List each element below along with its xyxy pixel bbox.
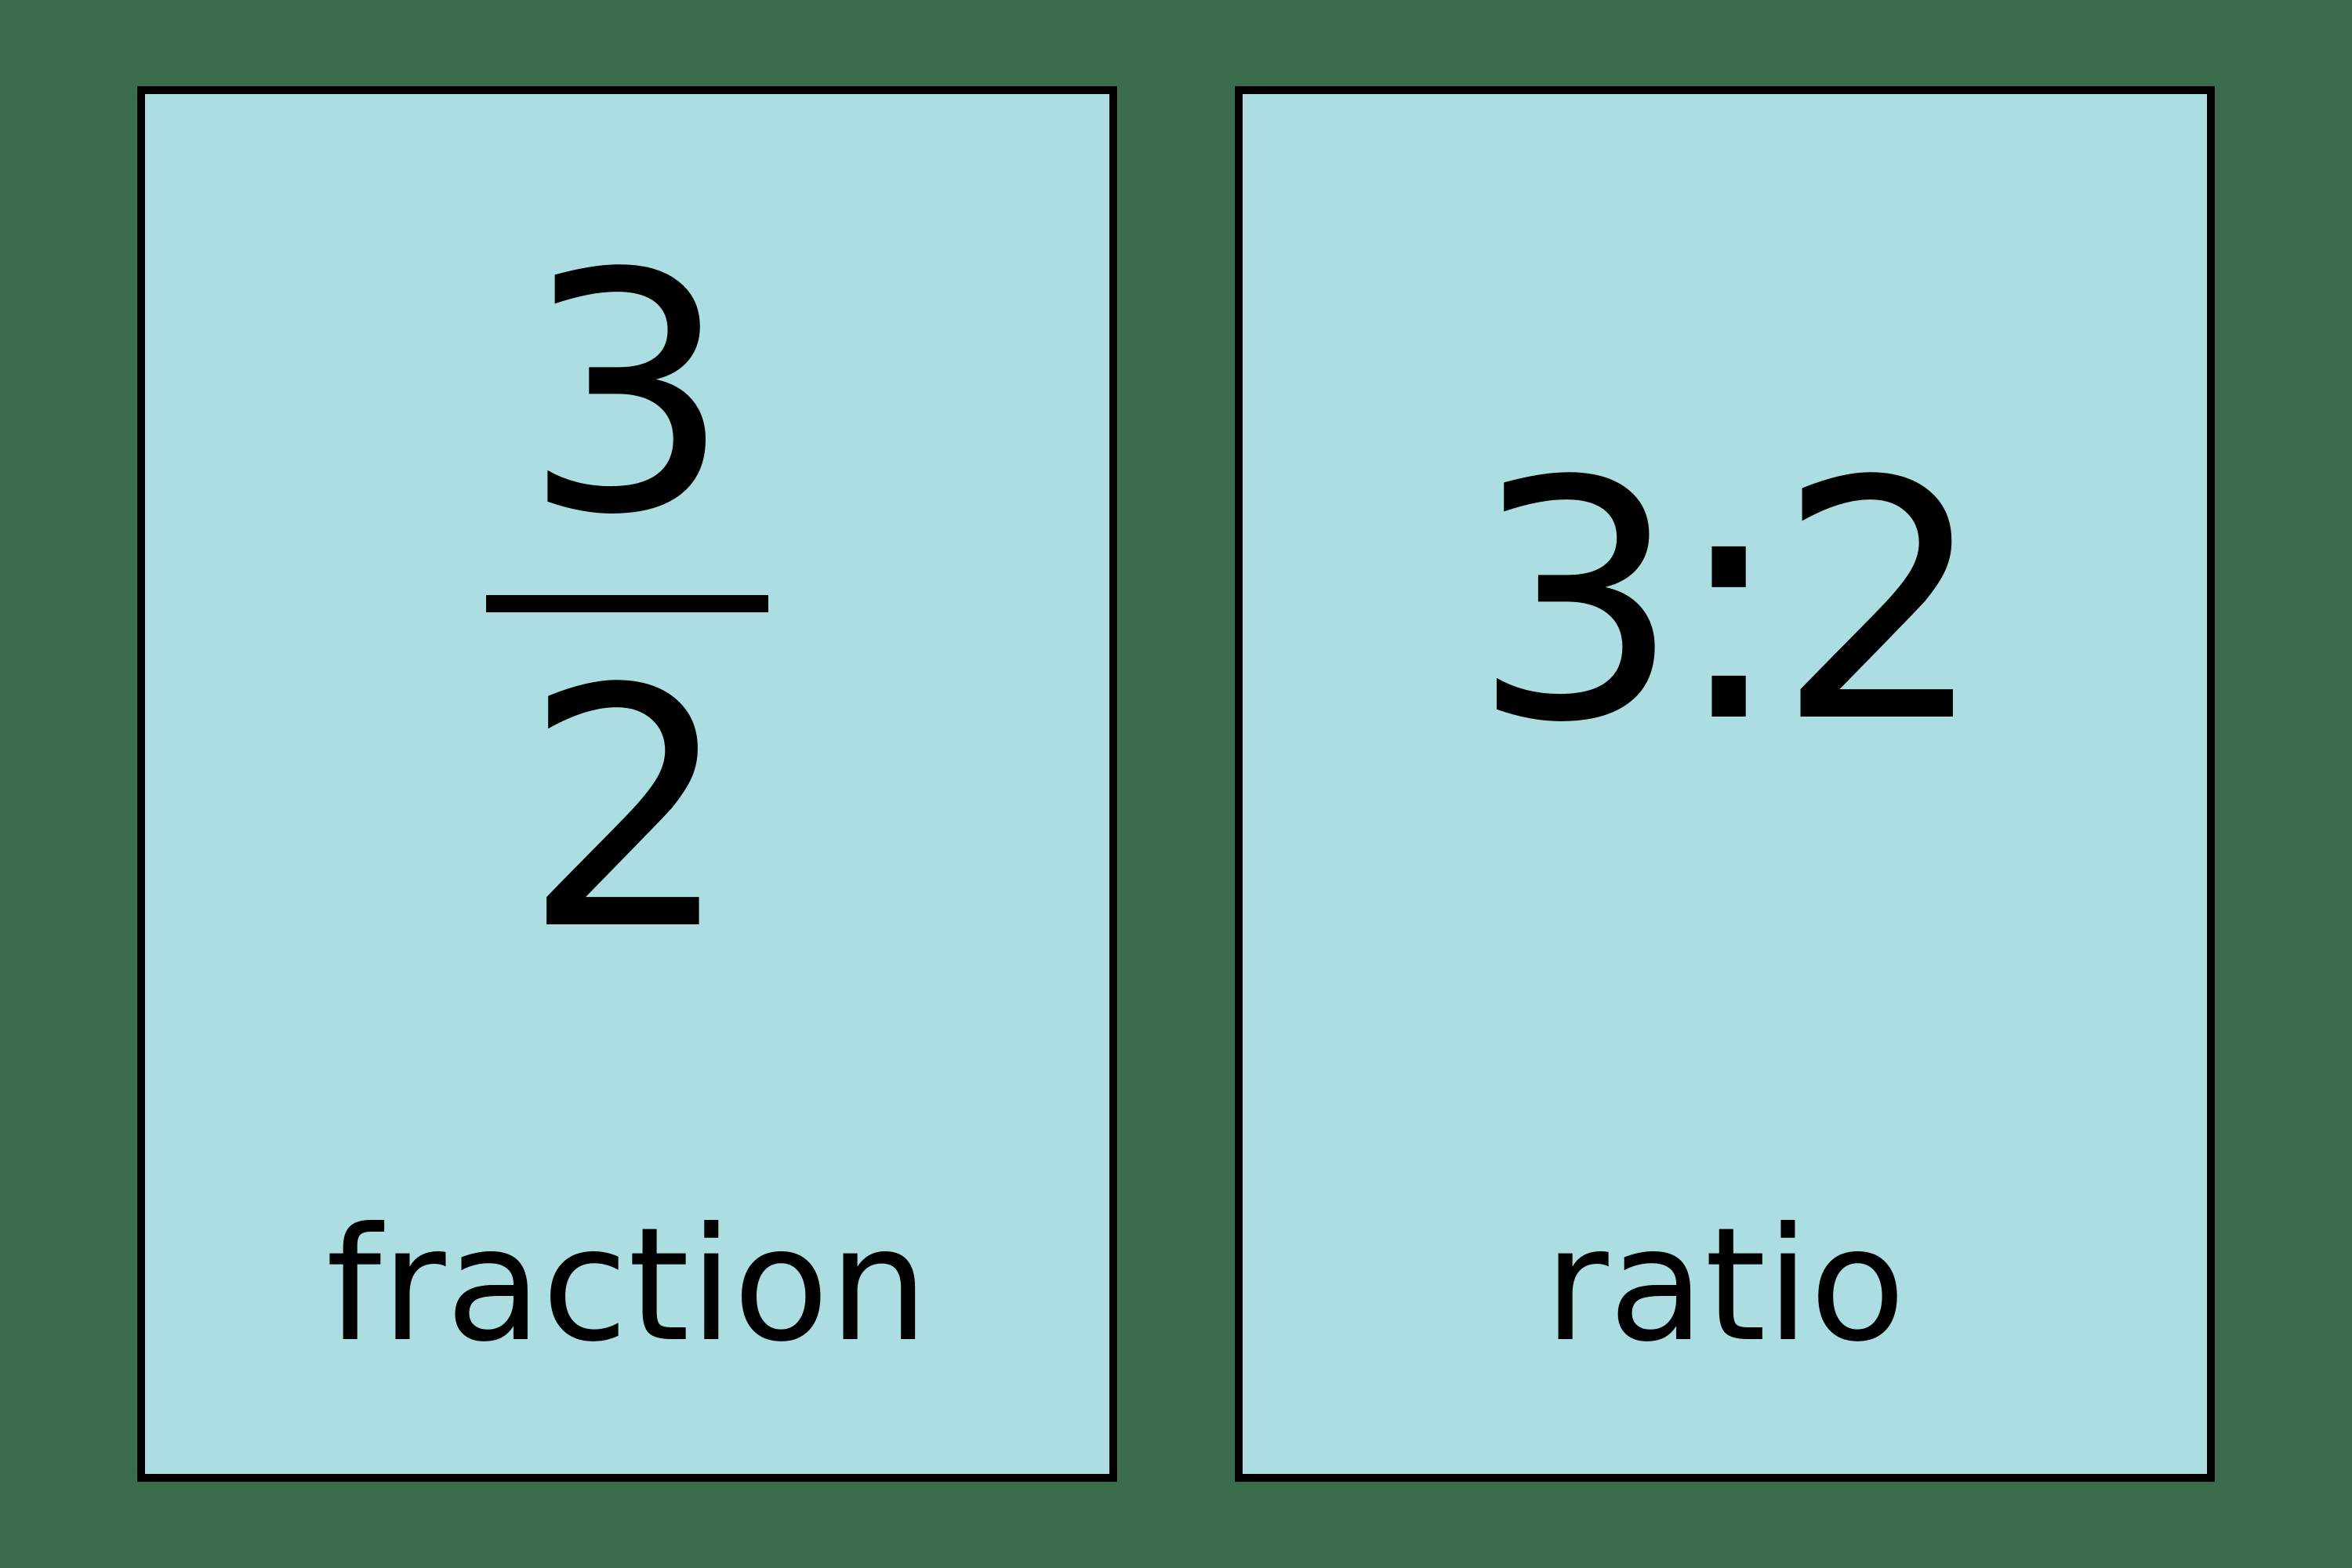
fraction-caption: fraction [326,1113,928,1474]
ratio-display: 3:2 [1243,94,2207,1113]
ratio-card: 3:2 ratio [1235,86,2215,1482]
fraction-denominator: 2 [522,647,731,976]
fraction: 3 2 [486,231,768,976]
fraction-vinculum [486,595,768,612]
stage: 3 2 fraction 3:2 ratio [0,0,2352,1568]
fraction-display: 3 2 [145,94,1109,1113]
fraction-numerator: 3 [522,231,731,561]
ratio-caption: ratio [1544,1113,1905,1474]
fraction-card: 3 2 fraction [137,86,1117,1482]
ratio-expression: 3:2 [1472,439,1978,768]
